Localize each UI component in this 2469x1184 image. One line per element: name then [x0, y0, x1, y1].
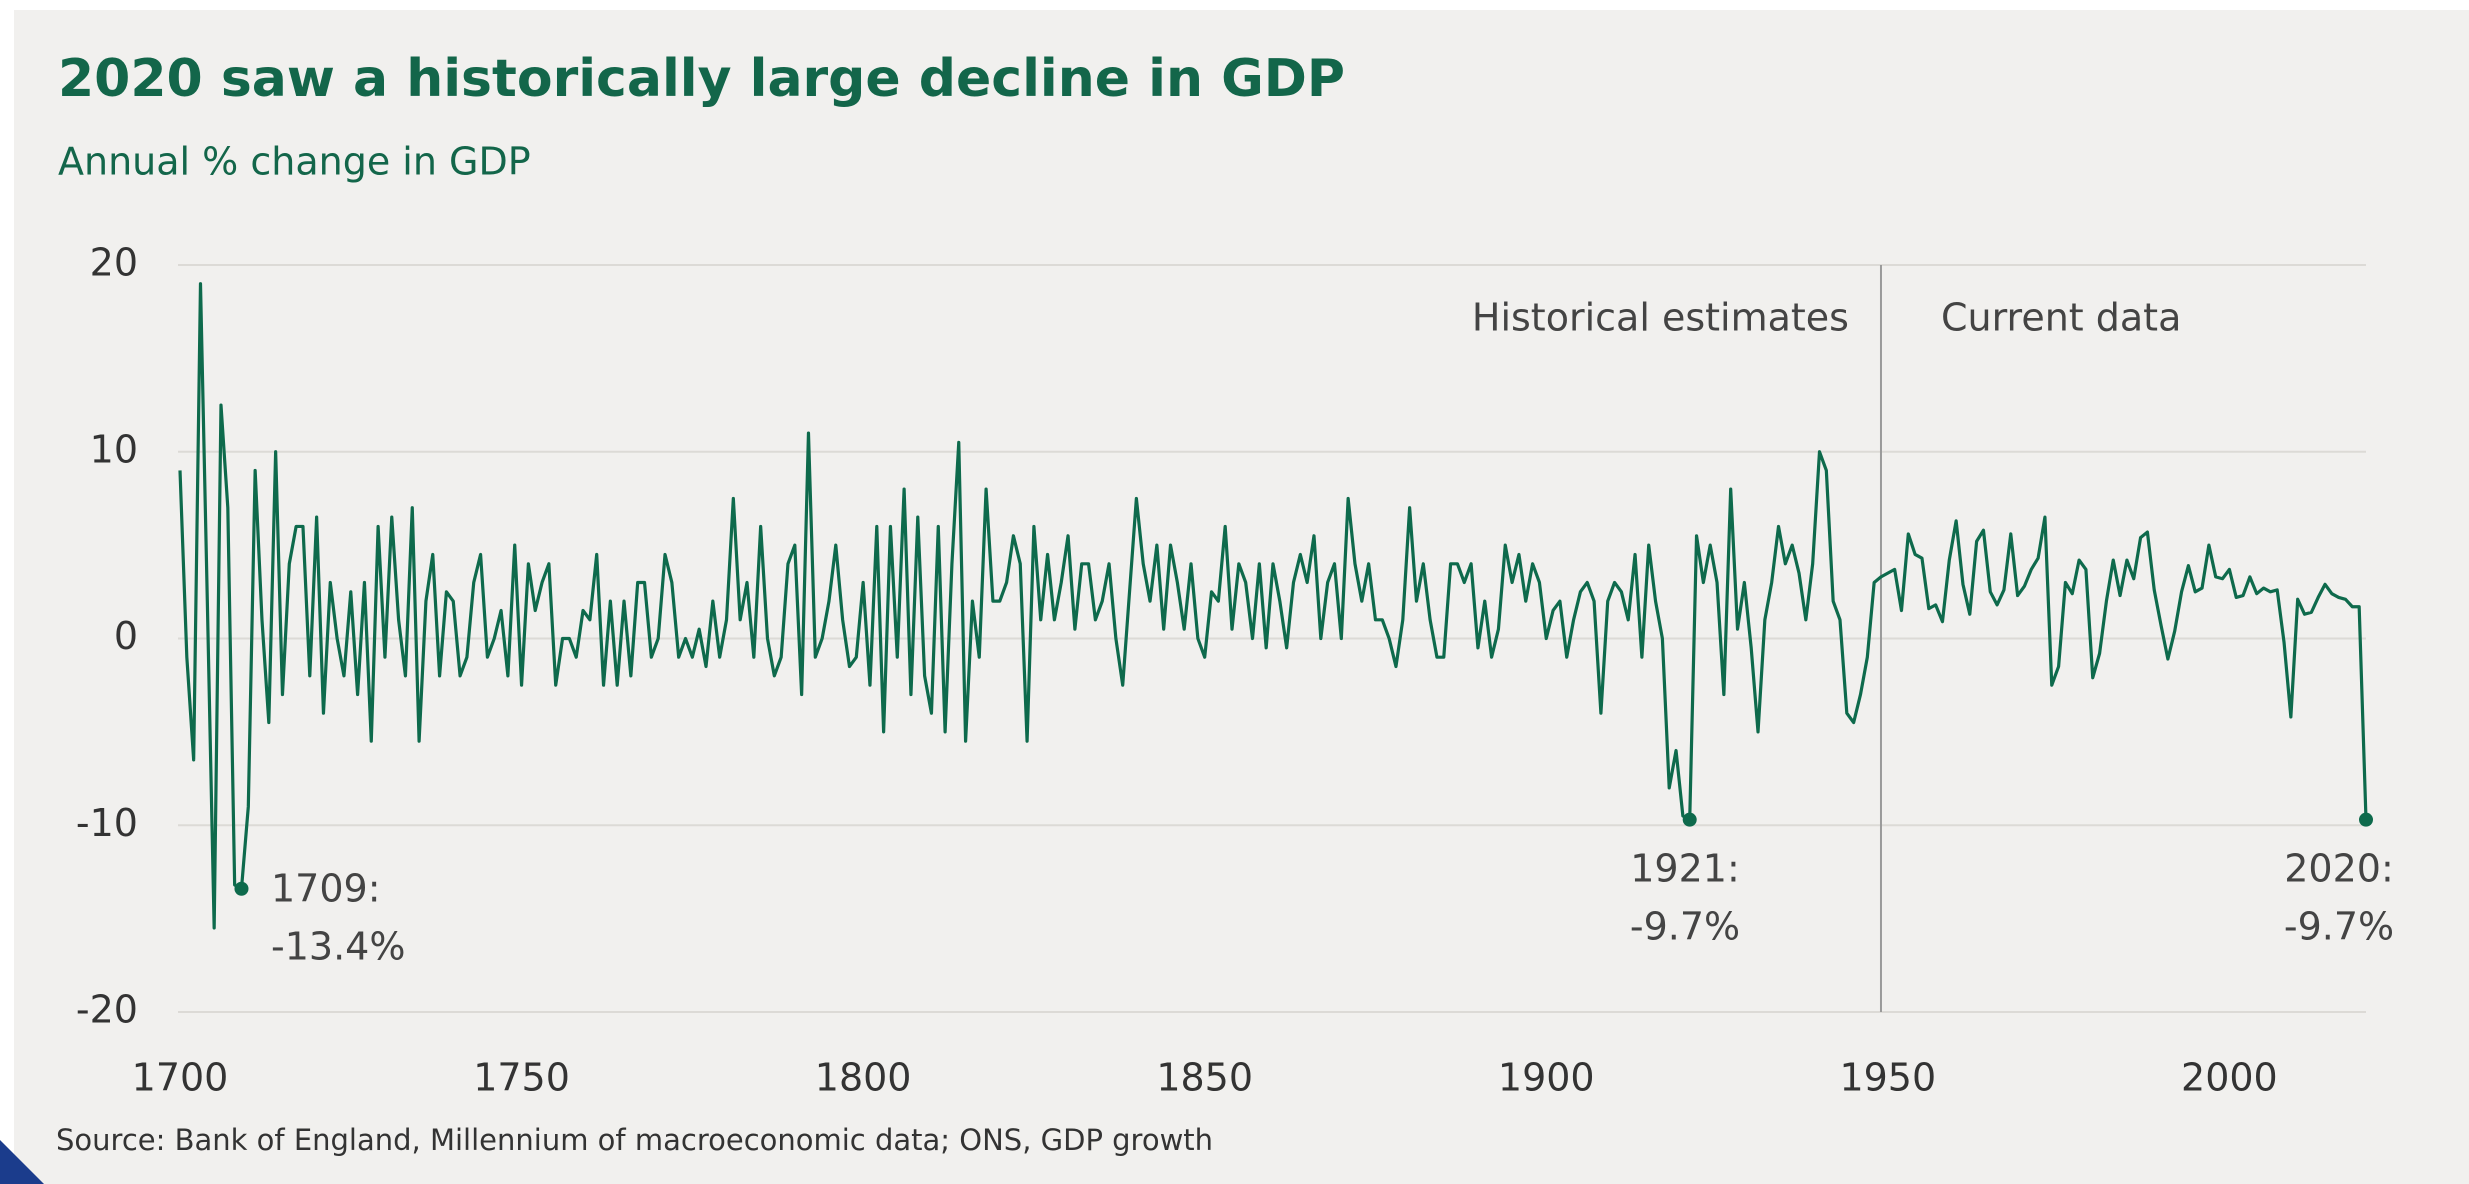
y-tick-label: 0: [114, 614, 138, 658]
x-tick-label: 2000: [2181, 1056, 2278, 1100]
highlight-marker: [2359, 812, 2373, 827]
region-label: Historical estimates: [1472, 296, 1849, 340]
chart-background: [14, 10, 2469, 1184]
x-tick-label: 1950: [1839, 1056, 1936, 1100]
x-tick-label: 1750: [473, 1056, 570, 1100]
annotation: 2020:: [2284, 847, 2394, 891]
highlight-marker: [1682, 812, 1697, 827]
annotation: -13.4%: [271, 925, 405, 969]
y-tick-label: 10: [90, 427, 138, 471]
highlight-marker: [234, 881, 249, 896]
annotation: -9.7%: [2284, 905, 2394, 949]
corner-decoration: [0, 1140, 44, 1184]
chart-subtitle: Annual % change in GDP: [58, 140, 531, 184]
x-tick-label: 1800: [815, 1056, 912, 1100]
y-tick-label: -20: [76, 988, 138, 1032]
y-tick-label: 20: [90, 241, 138, 285]
x-tick-label: 1850: [1156, 1056, 1253, 1100]
region-label: Current data: [1941, 296, 2181, 340]
source-note: Source: Bank of England, Millennium of m…: [56, 1123, 1213, 1157]
x-tick-label: 1900: [1498, 1056, 1595, 1100]
chart-title: 2020 saw a historically large decline in…: [58, 49, 1345, 109]
y-tick-label: -10: [76, 801, 138, 845]
annotation: -9.7%: [1630, 905, 1740, 949]
annotation: 1921:: [1630, 847, 1740, 891]
gdp-line: [178, 282, 2368, 930]
x-tick-label: 1700: [132, 1056, 229, 1100]
annotation: 1709:: [271, 867, 381, 911]
